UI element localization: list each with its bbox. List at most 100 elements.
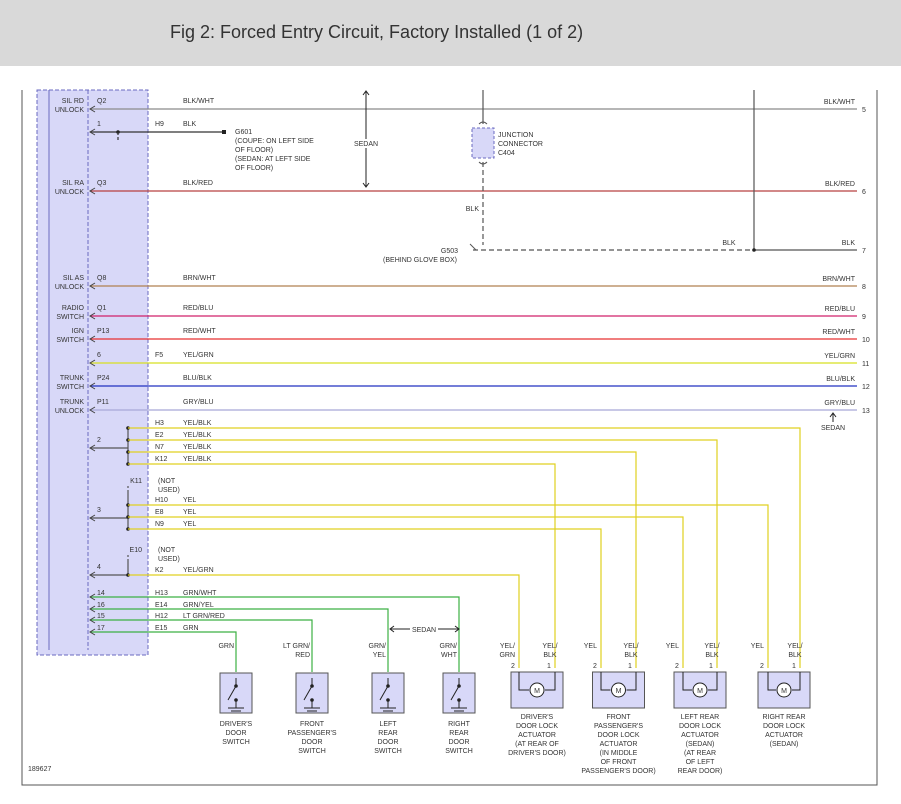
- pin-label: 14: [97, 590, 105, 597]
- circuit-number: 9: [862, 314, 866, 321]
- wire-color: GRN: [183, 625, 199, 632]
- wire: [128, 504, 769, 668]
- module-label: TRUNK: [60, 375, 84, 382]
- pin-arrow: [89, 105, 96, 113]
- unused-note: (NOT: [158, 478, 176, 485]
- component-name: PASSENGER'S: [594, 723, 643, 730]
- wire: [90, 631, 237, 672]
- connector-label: E15: [155, 625, 168, 632]
- pin-arrow: [89, 514, 96, 522]
- component-name: (AT REAR OF: [515, 741, 559, 748]
- component-name: DOOR: [302, 739, 323, 746]
- module-label: SIL AS: [63, 275, 84, 282]
- ground-note: OF FLOOR): [235, 147, 273, 154]
- wire-color: BRN/WHT: [822, 276, 855, 283]
- wire-color: LT GRN/: [283, 643, 310, 650]
- module-label: SWITCH: [56, 384, 84, 391]
- wire-color: YEL: [373, 652, 386, 659]
- wire: [128, 451, 637, 668]
- ground-note: (SEDAN: AT LEFT SIDE: [235, 156, 311, 163]
- wire-color: YEL/: [500, 643, 515, 650]
- sedan-arrow: [829, 412, 837, 422]
- circuit-number: 13: [862, 408, 870, 415]
- circuit-number: 7: [862, 248, 866, 255]
- module-label: SIL RA: [62, 180, 84, 187]
- connector-label: N9: [155, 521, 164, 528]
- circuit-number: 12: [862, 384, 870, 391]
- frame: [21, 90, 878, 786]
- connector-label: H10: [155, 497, 168, 504]
- actuator-wiring: [600, 672, 637, 691]
- component-name: DOOR LOCK: [679, 723, 721, 730]
- wire-color: YEL: [183, 509, 196, 516]
- component-name: SWITCH: [298, 748, 326, 755]
- circuit-number: 11: [862, 361, 869, 368]
- ground-g503: [469, 243, 477, 251]
- wire: [90, 596, 460, 672]
- wire-color: YEL/BLK: [183, 444, 212, 451]
- wire-color: YEL: [751, 643, 764, 650]
- connector-label: H12: [155, 613, 168, 620]
- unused-note: USED): [158, 487, 180, 494]
- wire-color: BRN/WHT: [183, 275, 216, 282]
- wire-color: YEL/: [542, 643, 557, 650]
- wire-color: YEL/GRN: [183, 567, 214, 574]
- splice: [386, 698, 390, 702]
- label-bg: [352, 139, 380, 148]
- wire-color: YEL/GRN: [183, 352, 214, 359]
- unused-note: USED): [158, 556, 180, 563]
- wire-color: BLK/RED: [825, 181, 855, 188]
- circuit-number: 6: [862, 189, 866, 196]
- wire-color: WHT: [441, 652, 458, 659]
- wire-color: BLK/WHT: [824, 99, 856, 106]
- wire-color: LT GRN/RED: [183, 613, 225, 620]
- wire-color: GRN/: [369, 643, 387, 650]
- actuator-wiring: [682, 672, 718, 691]
- ground-terminal: [222, 130, 226, 134]
- pin-arrow: [89, 187, 96, 195]
- ground-note: (COUPE: ON LEFT SIDE: [235, 138, 314, 145]
- splice: [752, 248, 756, 252]
- component-name: PASSENGER'S: [287, 730, 336, 737]
- wire-color: BLK: [183, 121, 197, 128]
- splice: [234, 684, 238, 688]
- title: Fig 2: Forced Entry Circuit, Factory Ins…: [170, 22, 583, 42]
- wire-color: RED/BLU: [825, 306, 855, 313]
- pin-label: 1: [792, 663, 796, 670]
- connector-label: E2: [155, 432, 164, 439]
- wire-color: YEL/: [704, 643, 719, 650]
- unused-note: (NOT: [158, 547, 176, 554]
- wire-color: GRN: [499, 652, 515, 659]
- wire-color: GRY/BLU: [824, 400, 855, 407]
- component-name: SWITCH: [374, 748, 402, 755]
- pin-arrow: [89, 312, 96, 320]
- pin-label: 2: [675, 663, 679, 670]
- splice: [457, 698, 461, 702]
- splice: [386, 684, 390, 688]
- ground-note: (BEHIND GLOVE BOX): [383, 257, 457, 264]
- wire: [128, 427, 801, 668]
- component-name: RIGHT REAR: [762, 714, 805, 721]
- wire-color: RED/WHT: [822, 329, 855, 336]
- pin-arrow: [89, 382, 96, 390]
- component-name: REAR: [449, 730, 468, 737]
- wire: [128, 516, 684, 668]
- module-label: UNLOCK: [55, 189, 85, 196]
- wire-color: YEL: [584, 643, 597, 650]
- wire: [128, 463, 556, 668]
- junction-label: C404: [498, 150, 515, 157]
- wire: [90, 608, 389, 672]
- component-name: SWITCH: [222, 739, 250, 746]
- wire-color: BLK: [466, 206, 480, 213]
- wire-color: BLK: [788, 652, 802, 659]
- figure-id: 189627: [28, 766, 51, 773]
- component-name: REAR: [378, 730, 397, 737]
- wire-color: BLU/BLK: [826, 376, 855, 383]
- wire-color: BLK/RED: [183, 180, 213, 187]
- pin-label: 17: [97, 625, 105, 632]
- wire-color: RED/BLU: [183, 305, 213, 312]
- wire: [128, 439, 718, 668]
- junction-connector: [471, 127, 495, 159]
- label-bg: [410, 625, 438, 634]
